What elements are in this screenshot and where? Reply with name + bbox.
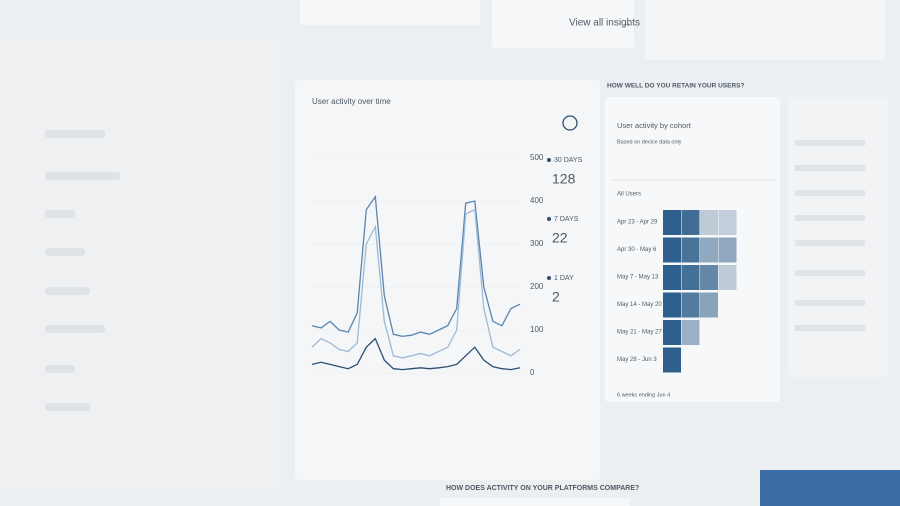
legend-value: 2 (552, 289, 560, 305)
cohort-cell (663, 347, 681, 373)
y-tick-label: 400 (530, 196, 544, 205)
sidebar-rows (45, 130, 120, 411)
cohort-cell (681, 292, 700, 318)
legend-label: 1 DAY (554, 275, 574, 282)
chart-title: User activity over time (312, 97, 391, 106)
y-tick-label: 100 (530, 325, 544, 334)
cohort-cell (718, 210, 737, 235)
series-line (311, 337, 521, 371)
y-tick-label: 200 (530, 282, 544, 291)
y-tick-label: 0 (530, 368, 535, 377)
cohort-cell (700, 237, 718, 263)
cohort-cell (663, 265, 681, 290)
cohort-cell (663, 237, 681, 263)
cohort-cell (718, 265, 737, 290)
corner-image (760, 470, 900, 506)
all-users: All Users (617, 192, 641, 198)
section-heading: HOW WELL DO YOU RETAIN YOUR USERS? (607, 83, 745, 90)
series-line (311, 194, 521, 338)
section-heading: HOW DOES ACTIVITY ON YOUR PLATFORMS COMP… (446, 485, 639, 492)
card (645, 0, 885, 60)
cohort-cell (663, 292, 681, 318)
cohort-cell (681, 237, 700, 263)
check-button[interactable] (562, 115, 578, 131)
legend-dot (547, 276, 551, 280)
legend-label: 7 DAYS (554, 216, 579, 223)
cohort-footer: 6 weeks ending Jun 4 (617, 392, 670, 398)
arrow: → (622, 19, 632, 30)
cohort-title: User activity by cohort (617, 121, 692, 130)
cohort-cell (681, 265, 700, 290)
cohort-cell (700, 210, 718, 235)
chart-card (295, 80, 600, 480)
cohort-subtitle: Based on device data only (617, 139, 682, 145)
cohort-cell (663, 210, 681, 235)
cohort-cell (700, 292, 718, 318)
legend-value: 22 (552, 230, 568, 246)
row-label: May 21 - May 27 (617, 330, 662, 336)
legend-dot (547, 158, 551, 162)
legend-label: 30 DAYS (554, 157, 583, 164)
series-line (311, 208, 521, 359)
row-label: May 7 - May 13 (617, 275, 659, 281)
sidebar (0, 40, 280, 490)
cohort-cell (718, 237, 737, 263)
row-label: Apr 30 - May 6 (617, 247, 657, 253)
link[interactable]: View all insights (569, 18, 640, 29)
row-label: May 28 - Jun 3 (617, 357, 657, 363)
side-rows (795, 140, 865, 331)
cohort-cell (700, 265, 718, 290)
legend-dot (547, 217, 551, 221)
card (492, 0, 634, 48)
side-card (788, 97, 888, 377)
legend-value: 128 (552, 171, 576, 187)
card (440, 498, 630, 506)
cohort-cell (663, 320, 681, 345)
row-label: Apr 23 - Apr 29 (617, 220, 658, 226)
card (300, 0, 480, 25)
row-label: May 14 - May 20 (617, 302, 662, 308)
y-tick-label: 300 (530, 239, 544, 248)
cohort-cell (681, 320, 700, 345)
cohort-cell (681, 210, 700, 235)
y-tick-label: 500 (530, 153, 544, 162)
